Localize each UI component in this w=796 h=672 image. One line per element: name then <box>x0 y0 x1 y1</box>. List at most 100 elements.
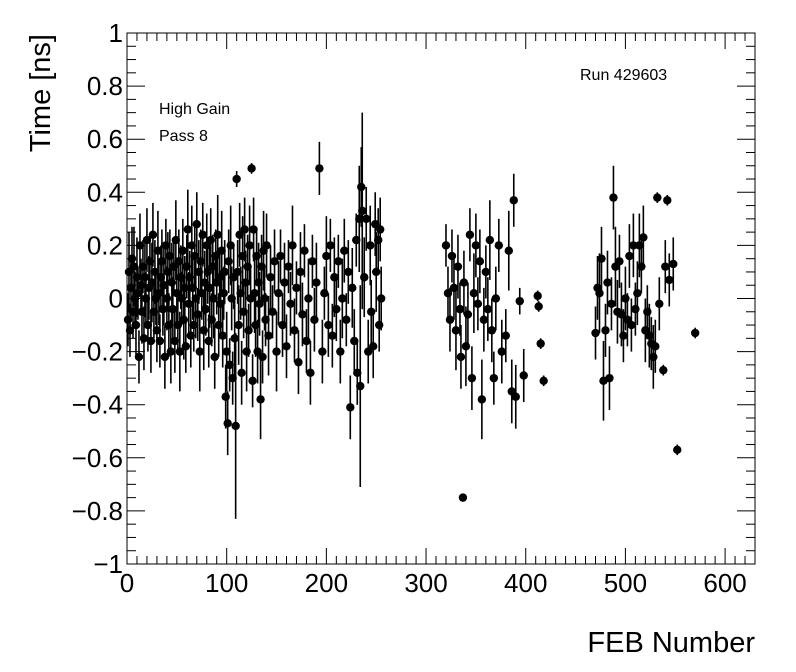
data-point <box>244 326 253 335</box>
data-point <box>278 320 287 330</box>
data-point <box>247 164 256 173</box>
data-point <box>192 219 201 229</box>
data-point <box>310 315 319 324</box>
data-point <box>627 320 636 330</box>
data-point <box>140 273 150 282</box>
data-point <box>631 304 640 314</box>
data-point <box>539 376 548 386</box>
data-point <box>166 347 176 356</box>
data-point <box>184 299 194 309</box>
data-point <box>601 326 610 335</box>
data-point <box>352 235 361 245</box>
data-point <box>300 246 309 255</box>
data-point <box>649 352 658 362</box>
data-point <box>501 331 510 340</box>
data-point <box>181 342 191 351</box>
x-tick-label: 200 <box>305 568 348 598</box>
data-point <box>260 294 269 303</box>
data-point <box>461 342 471 351</box>
data-point <box>609 193 618 202</box>
data-point <box>653 193 662 202</box>
y-axis-title: Time [ns] <box>25 34 57 152</box>
data-point <box>133 288 143 298</box>
data-point <box>661 262 670 271</box>
data-point <box>302 336 311 346</box>
data-point <box>374 235 383 245</box>
x-tick-label: 0 <box>120 568 134 598</box>
data-point <box>158 304 168 314</box>
data-point <box>597 254 606 263</box>
data-point <box>274 288 283 298</box>
data-point <box>138 262 148 271</box>
data-point <box>160 352 170 362</box>
data-point <box>591 328 600 338</box>
data-point <box>371 219 380 229</box>
data-point <box>651 342 660 351</box>
data-point <box>252 251 261 261</box>
data-point <box>146 336 156 346</box>
data-points <box>123 112 700 519</box>
data-point <box>209 294 218 303</box>
data-point <box>643 307 652 316</box>
data-point <box>280 278 289 287</box>
data-point <box>214 320 223 330</box>
data-point <box>222 347 231 356</box>
data-point <box>182 262 192 271</box>
data-point <box>635 241 644 250</box>
data-point <box>364 347 373 356</box>
data-point <box>463 310 473 319</box>
data-point <box>607 299 616 309</box>
data-point <box>196 257 205 266</box>
data-point <box>353 368 362 378</box>
data-point <box>270 257 279 266</box>
data-point <box>475 257 485 266</box>
data-point <box>350 336 359 346</box>
data-point <box>266 273 275 282</box>
data-point <box>376 294 386 303</box>
data-point <box>254 278 263 287</box>
data-point <box>129 262 139 271</box>
data-point <box>159 281 169 290</box>
data-point <box>595 288 604 298</box>
data-point <box>198 230 207 239</box>
data-point <box>201 304 210 314</box>
data-point <box>234 320 243 330</box>
data-point <box>665 275 674 285</box>
y-tick-label: 0.6 <box>87 124 123 154</box>
data-point <box>186 331 195 340</box>
data-point <box>536 339 545 348</box>
y-tick-label: −0.6 <box>72 443 123 473</box>
data-point <box>288 241 297 250</box>
data-point <box>167 278 177 287</box>
data-point <box>447 251 457 261</box>
data-point <box>135 241 145 250</box>
data-point <box>205 283 214 293</box>
data-point <box>312 278 321 287</box>
data-point <box>322 251 331 261</box>
data-point <box>344 267 353 277</box>
data-point <box>161 241 171 250</box>
data-point <box>334 257 343 266</box>
data-point <box>298 310 307 319</box>
y-tick-label: 0.4 <box>87 177 123 207</box>
x-tick-label: 100 <box>205 568 248 598</box>
data-point <box>233 267 242 277</box>
data-point <box>230 334 239 343</box>
data-point <box>342 315 351 324</box>
data-point <box>471 241 481 250</box>
data-point <box>170 336 180 346</box>
data-point <box>477 395 487 404</box>
data-point <box>320 288 329 298</box>
data-point <box>132 273 142 282</box>
data-point <box>479 315 489 324</box>
data-point <box>328 331 337 340</box>
data-point <box>290 326 299 335</box>
data-point <box>455 304 465 314</box>
data-point <box>125 326 135 335</box>
data-point <box>142 235 152 245</box>
data-point <box>292 283 301 293</box>
data-point <box>473 299 483 309</box>
data-point <box>467 373 477 383</box>
data-point <box>253 347 262 356</box>
data-point <box>224 257 233 266</box>
